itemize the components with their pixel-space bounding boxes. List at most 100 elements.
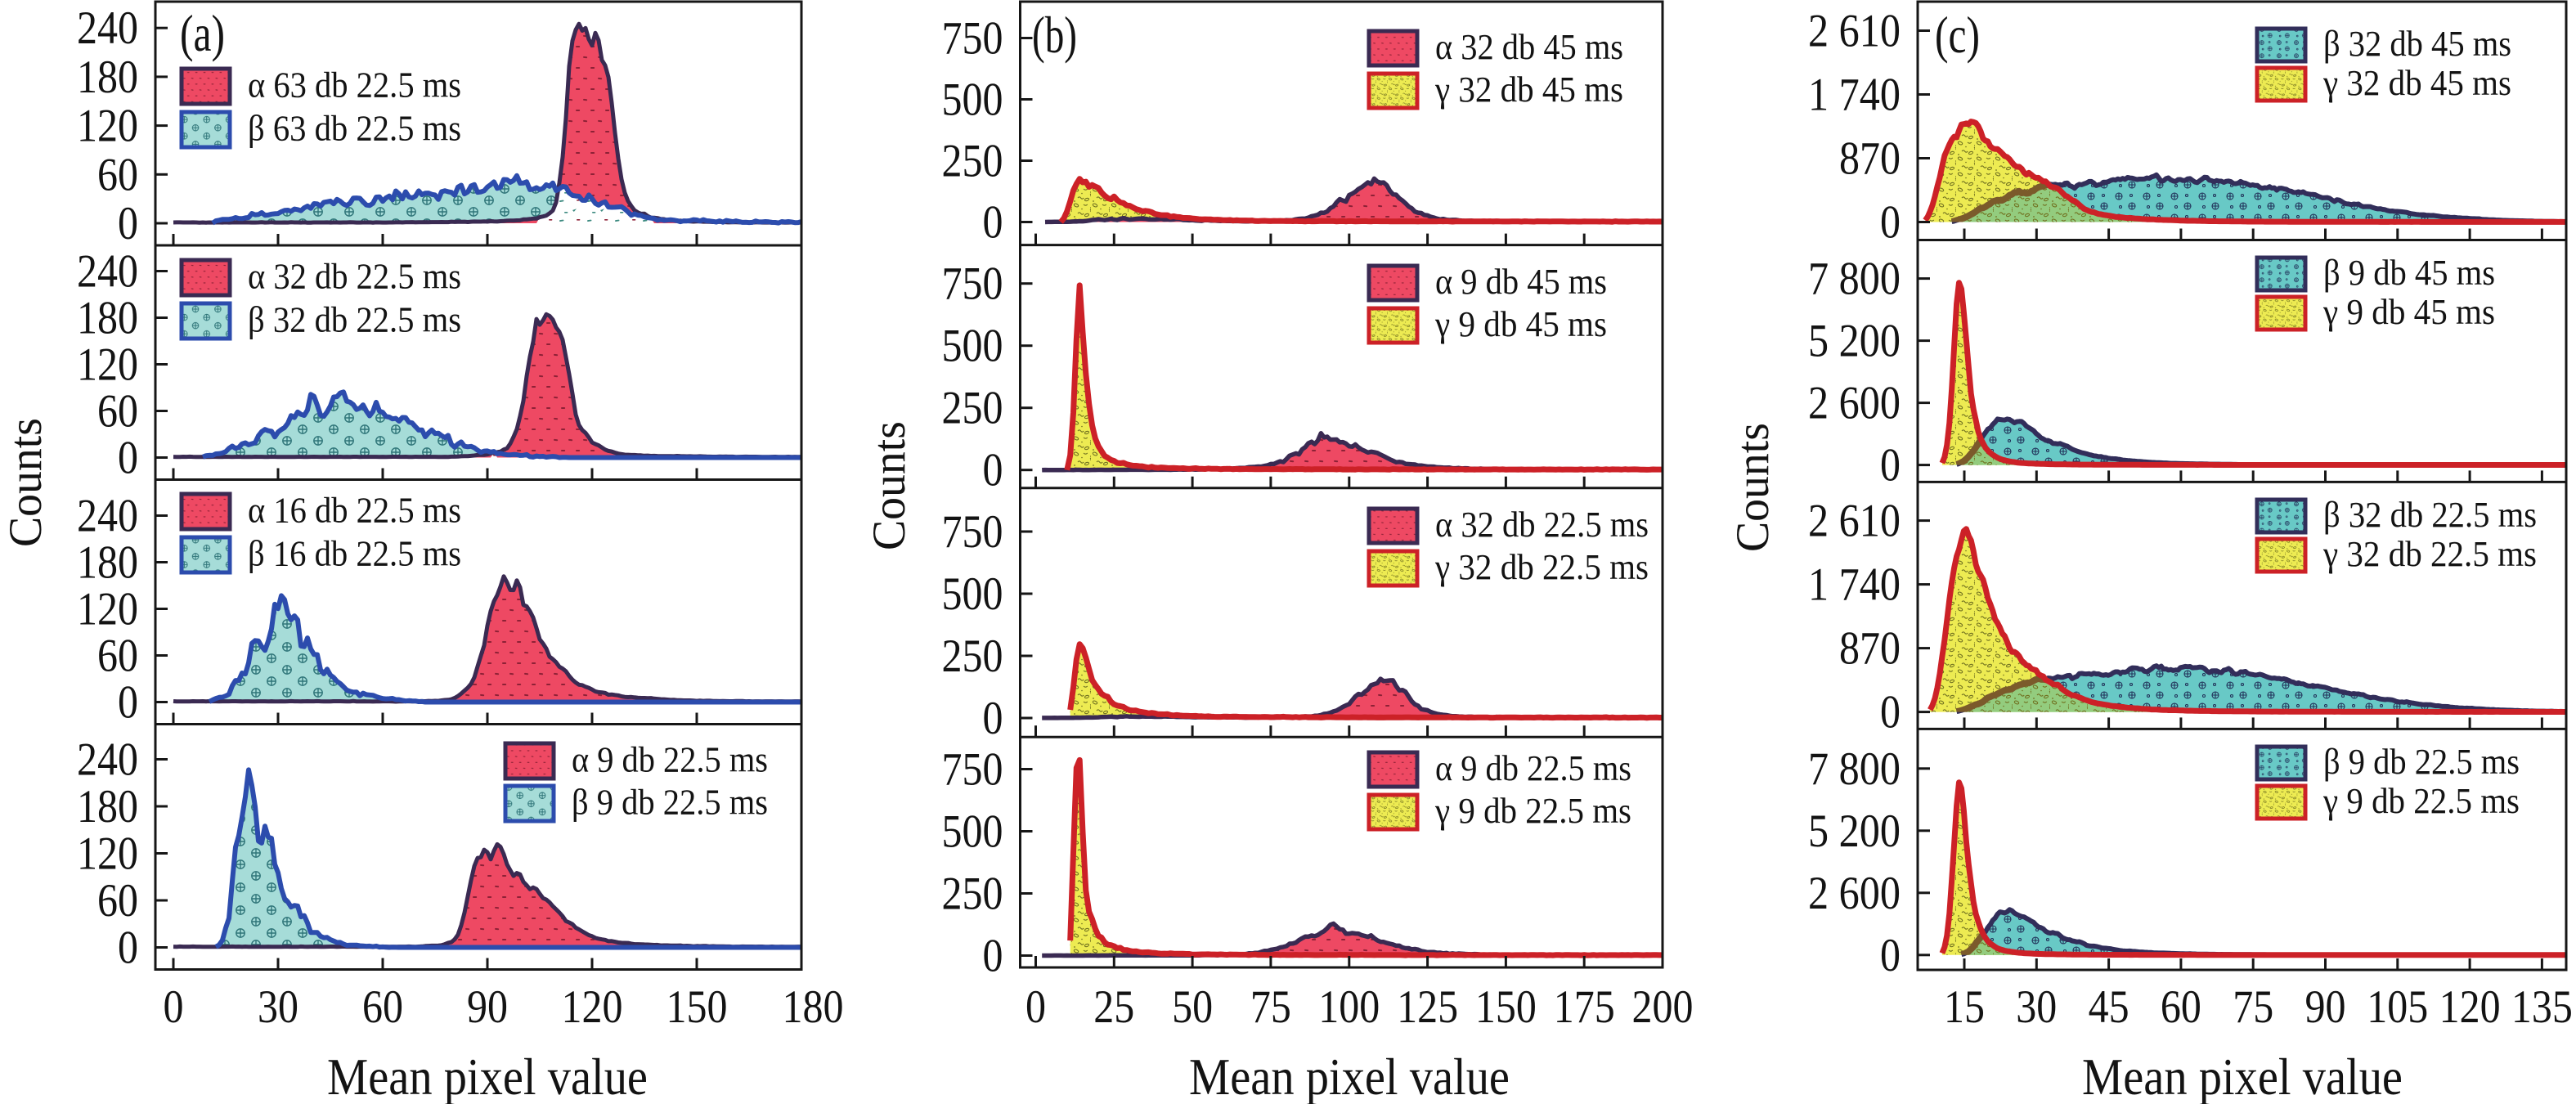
svg-text:α 32 db 22.5 ms: α 32 db 22.5 ms (1435, 505, 1649, 545)
svg-text:β 32 db 22.5 ms: β 32 db 22.5 ms (248, 300, 461, 340)
svg-text:0: 0 (983, 197, 1003, 249)
svg-text:0: 0 (164, 981, 184, 1033)
svg-text:15: 15 (1944, 981, 1985, 1033)
svg-text:γ 9 db 22.5 ms: γ 9 db 22.5 ms (2322, 781, 2520, 821)
svg-text:30: 30 (258, 981, 298, 1033)
svg-text:7 800: 7 800 (1808, 743, 1901, 795)
svg-text:5 200: 5 200 (1808, 316, 1901, 367)
svg-text:60: 60 (97, 875, 138, 927)
svg-text:0: 0 (983, 445, 1003, 496)
svg-text:α 32 db 22.5 ms: α 32 db 22.5 ms (248, 257, 461, 297)
svg-text:0: 0 (1025, 981, 1046, 1033)
svg-text:γ 32 db 45 ms: γ 32 db 45 ms (2322, 63, 2511, 103)
svg-text:500: 500 (942, 568, 1003, 620)
svg-text:0: 0 (118, 198, 138, 249)
svg-text:180: 180 (77, 537, 138, 589)
svg-text:β 16 db 22.5 ms: β 16 db 22.5 ms (248, 534, 461, 574)
svg-text:75: 75 (1250, 981, 1291, 1033)
svg-text:180: 180 (783, 981, 844, 1033)
svg-text:50: 50 (1172, 981, 1213, 1033)
svg-text:240: 240 (77, 246, 138, 298)
svg-text:30: 30 (2016, 981, 2057, 1033)
svg-text:120: 120 (77, 584, 138, 635)
svg-text:750: 750 (942, 744, 1003, 796)
svg-text:0: 0 (118, 922, 138, 974)
svg-text:100: 100 (1318, 981, 1380, 1033)
svg-text:180: 180 (77, 293, 138, 344)
svg-text:120: 120 (77, 339, 138, 391)
svg-text:125: 125 (1397, 981, 1458, 1033)
svg-text:γ 32 db 45 ms: γ 32 db 45 ms (1434, 70, 1623, 110)
svg-text:α 63 db 22.5 ms: α 63 db 22.5 ms (248, 65, 461, 105)
svg-text:200: 200 (1632, 981, 1694, 1033)
svg-text:750: 750 (942, 13, 1003, 65)
svg-text:870: 870 (1839, 623, 1901, 675)
svg-text:β 9 db 22.5 ms: β 9 db 22.5 ms (2323, 742, 2520, 782)
svg-text:(a): (a) (180, 4, 225, 62)
svg-text:180: 180 (77, 781, 138, 832)
svg-text:240: 240 (77, 2, 138, 54)
svg-text:1 740: 1 740 (1808, 559, 1901, 611)
svg-text:750: 750 (942, 258, 1003, 310)
svg-text:750: 750 (942, 506, 1003, 558)
svg-text:105: 105 (2367, 981, 2428, 1033)
svg-text:500: 500 (942, 321, 1003, 372)
svg-text:135: 135 (2511, 981, 2573, 1033)
svg-text:500: 500 (942, 806, 1003, 858)
svg-text:β 9 db 22.5 ms: β 9 db 22.5 ms (572, 783, 768, 823)
svg-text:240: 240 (77, 491, 138, 542)
svg-text:γ 9 db 45 ms: γ 9 db 45 ms (2322, 292, 2495, 332)
svg-text:45: 45 (2089, 981, 2129, 1033)
svg-text:2 610: 2 610 (1808, 496, 1901, 547)
svg-text:120: 120 (77, 101, 138, 152)
svg-text:(c): (c) (1935, 6, 1980, 64)
svg-text:γ 9 db 45 ms: γ 9 db 45 ms (1434, 304, 1607, 344)
svg-text:7 800: 7 800 (1808, 254, 1901, 305)
svg-text:60: 60 (97, 149, 138, 200)
svg-text:γ 32 db 22.5 ms: γ 32 db 22.5 ms (2322, 534, 2537, 574)
svg-text:0: 0 (1880, 440, 1901, 491)
svg-text:Mean pixel value: Mean pixel value (327, 1048, 648, 1104)
svg-text:90: 90 (2305, 981, 2346, 1033)
svg-text:Counts: Counts (0, 418, 52, 547)
svg-text:α 9 db 22.5 ms: α 9 db 22.5 ms (572, 740, 768, 780)
svg-text:Counts: Counts (1727, 423, 1779, 552)
svg-text:870: 870 (1839, 133, 1901, 185)
svg-text:β 63 db 22.5 ms: β 63 db 22.5 ms (248, 109, 461, 149)
svg-text:Mean pixel value: Mean pixel value (2082, 1048, 2403, 1104)
svg-text:β 32 db 22.5 ms: β 32 db 22.5 ms (2323, 495, 2537, 535)
svg-text:1 740: 1 740 (1808, 70, 1901, 121)
svg-text:60: 60 (97, 386, 138, 438)
svg-text:α 9 db 22.5 ms: α 9 db 22.5 ms (1435, 748, 1631, 788)
svg-text:60: 60 (362, 981, 403, 1033)
svg-text:0: 0 (983, 693, 1003, 744)
svg-text:250: 250 (942, 631, 1003, 682)
svg-text:0: 0 (1880, 197, 1901, 249)
svg-text:0: 0 (118, 433, 138, 484)
svg-text:Counts: Counts (864, 421, 915, 550)
svg-text:250: 250 (942, 383, 1003, 434)
svg-text:γ 9 db 22.5 ms: γ 9 db 22.5 ms (1434, 791, 1631, 831)
svg-text:0: 0 (1880, 930, 1901, 981)
svg-text:240: 240 (77, 734, 138, 786)
svg-text:0: 0 (118, 677, 138, 729)
svg-text:β 32 db 45 ms: β 32 db 45 ms (2323, 24, 2511, 64)
svg-text:0: 0 (983, 931, 1003, 982)
svg-text:Mean pixel value: Mean pixel value (1189, 1048, 1510, 1104)
svg-text:150: 150 (1475, 981, 1537, 1033)
svg-text:25: 25 (1093, 981, 1134, 1033)
svg-text:5 200: 5 200 (1808, 806, 1901, 857)
svg-text:α 32 db 45 ms: α 32 db 45 ms (1435, 27, 1623, 67)
svg-text:60: 60 (2161, 981, 2201, 1033)
svg-text:2 610: 2 610 (1808, 6, 1901, 57)
svg-text:60: 60 (97, 631, 138, 682)
svg-text:250: 250 (942, 868, 1003, 920)
svg-text:500: 500 (942, 74, 1003, 126)
svg-text:120: 120 (77, 828, 138, 880)
svg-text:90: 90 (467, 981, 508, 1033)
svg-text:0: 0 (1880, 687, 1901, 738)
svg-text:250: 250 (942, 136, 1003, 187)
svg-text:180: 180 (77, 52, 138, 103)
svg-text:75: 75 (2233, 981, 2273, 1033)
svg-text:2 600: 2 600 (1808, 868, 1901, 919)
